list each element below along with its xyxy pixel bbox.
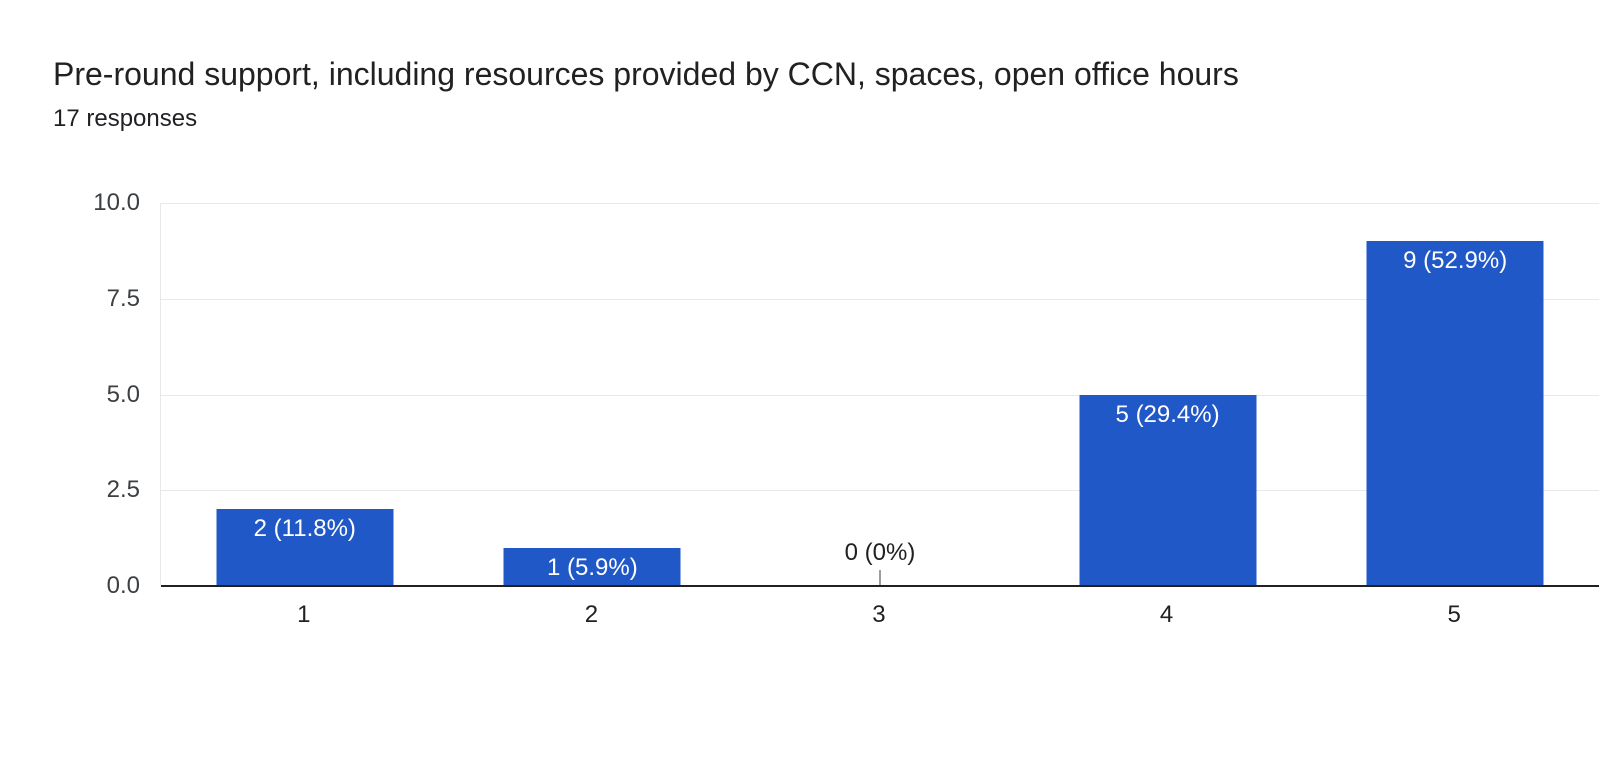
bar-slot: 2 (11.8%) — [161, 203, 449, 586]
gridline — [161, 490, 1599, 492]
y-axis-tick-label: 5.0 — [106, 380, 140, 408]
x-axis: 1 2 3 4 5 — [160, 600, 1598, 630]
gridline — [161, 203, 1599, 204]
y-axis: 10.0 7.5 5.0 2.5 0.0 — [0, 189, 140, 599]
bar-value-label: 5 (29.4%) — [1115, 400, 1220, 428]
bar-5[interactable]: 9 (52.9%) — [1366, 241, 1544, 586]
bar-slot: 9 (52.9%) — [1311, 203, 1599, 586]
x-axis-tick-label: 1 — [297, 601, 311, 628]
y-axis-tick-label: 7.5 — [106, 284, 140, 312]
x-axis-tick-label: 2 — [584, 601, 599, 628]
plot-area: 2 (11.8%) 1 (5.9%) 0 (0%) 5 (29.4%) 9 (52.9%… — [160, 203, 1599, 587]
zero-callout-line — [878, 570, 881, 586]
bar-value-label: 2 (11.8%) — [253, 515, 356, 543]
bar-value-label: 0 (0%) — [844, 539, 916, 566]
gridline — [161, 394, 1599, 396]
bar-value-label: 9 (52.9%) — [1403, 247, 1508, 275]
x-axis-tick-label: 3 — [872, 601, 886, 628]
y-axis-tick-label: 0.0 — [106, 572, 140, 599]
bar-slots: 2 (11.8%) 1 (5.9%) 0 (0%) 5 (29.4%) 9 (52.9%… — [161, 203, 1599, 586]
x-axis-baseline — [161, 585, 1599, 587]
gridline — [161, 298, 1599, 300]
y-axis-tick-label: 2.5 — [106, 476, 140, 504]
bar-slot: 5 (29.4%) — [1024, 203, 1312, 586]
x-axis-tick-label: 5 — [1447, 601, 1461, 628]
x-axis-tick-label: 4 — [1159, 601, 1174, 628]
bar-4[interactable]: 5 (29.4%) — [1079, 394, 1257, 586]
response-count: 17 responses — [53, 105, 198, 132]
bar-2[interactable]: 1 (5.9%) — [503, 547, 681, 586]
question-title: Pre-round support, including resources p… — [53, 56, 1239, 92]
y-axis-tick-label: 10.0 — [93, 189, 140, 216]
bar-slot: 1 (5.9%) — [449, 203, 737, 586]
bar-value-label: 1 (5.9%) — [547, 553, 638, 581]
bar-slot: 0 (0%) — [736, 203, 1024, 586]
bar-chart: 10.0 7.5 5.0 2.5 0.0 2 (11.8%) 1 (5.9%) 0 (0%)… — [0, 189, 1600, 599]
bar-1[interactable]: 2 (11.8%) — [216, 509, 394, 586]
